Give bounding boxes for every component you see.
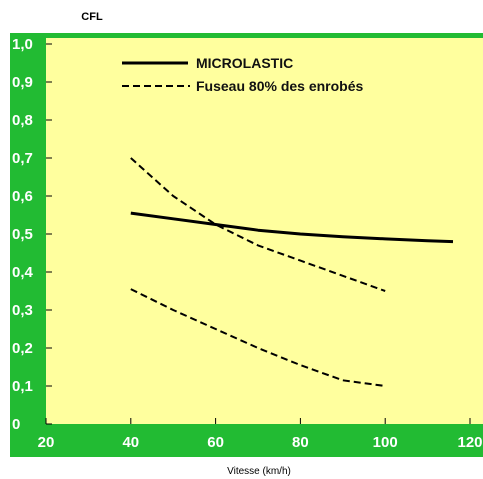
x-axis-label: Vitesse (km/h) <box>227 466 291 477</box>
y-tick-label: 0,9 <box>12 74 33 91</box>
y-tick-label: 0 <box>12 416 20 433</box>
y-tick-label: 1,0 <box>12 36 33 53</box>
x-tick-label: 20 <box>38 434 55 451</box>
legend: MICROLASTIC Fuseau 80% des enrobés <box>122 55 364 94</box>
y-tick-labels: 0 0,1 0,2 0,3 0,4 0,5 0,6 0,7 0,8 0,9 1,0 <box>12 36 34 433</box>
chart-title: CFL <box>81 11 103 23</box>
x-tick-label: 120 <box>457 434 482 451</box>
series-line-1 <box>130 211 454 244</box>
legend-label-microlastic: MICROLASTIC <box>196 55 293 71</box>
y-tick-label: 0,5 <box>12 226 33 243</box>
x-tick-label: 80 <box>292 434 309 451</box>
series-line-2 <box>130 157 386 292</box>
y-tick-label: 0,4 <box>12 264 34 281</box>
y-tick-label: 0,3 <box>12 302 33 319</box>
x-tick-label: 60 <box>207 434 224 451</box>
y-tick-label: 0,8 <box>12 112 33 129</box>
y-tick-label: 0,6 <box>12 188 33 205</box>
legend-label-fuseau: Fuseau 80% des enrobés <box>196 78 364 94</box>
y-tick-label: 0,1 <box>12 378 33 395</box>
x-tick-label: 100 <box>373 434 398 451</box>
y-tick-label: 0,2 <box>12 340 33 357</box>
series-line-3 <box>130 288 386 387</box>
axis-ticks <box>45 43 471 425</box>
x-tick-labels: 20 40 60 80 100 120 <box>38 434 483 451</box>
y-tick-label: 0,7 <box>12 150 33 167</box>
x-tick-label: 40 <box>122 434 139 451</box>
series-lines <box>130 157 454 387</box>
